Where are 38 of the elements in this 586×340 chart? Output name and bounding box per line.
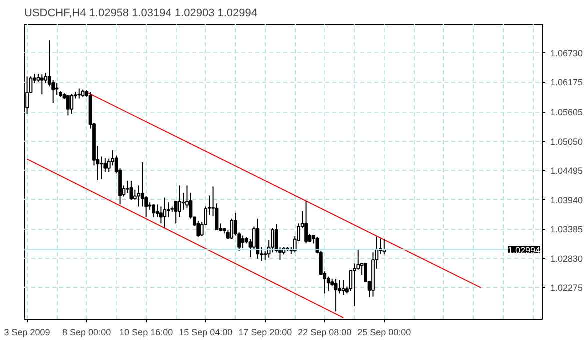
candlestick: [163, 197, 167, 229]
candlestick: [160, 206, 163, 224]
y-tick-label: 1.04495: [550, 166, 584, 176]
y-tick-label: 1.05050: [550, 136, 584, 147]
y-tick-label: 1.05605: [550, 108, 584, 118]
x-tick-label: 17 Sep 20:00: [238, 328, 292, 338]
x-tick-label: 22 Sep 08:00: [298, 328, 352, 338]
candlestick: [196, 220, 200, 238]
candlestick: [304, 201, 308, 244]
candlestick: [137, 185, 141, 208]
candlestick: [174, 201, 178, 224]
ref-line-label: 1.02994: [508, 245, 541, 256]
x-tick-label: 3 Sep 2009: [4, 328, 50, 338]
candlestick: [334, 278, 338, 312]
x-tick-label: 10 Sep 16:00: [120, 328, 174, 338]
y-tick-label: 1.06730: [550, 48, 584, 58]
candlestick: [66, 94, 70, 116]
candlestick: [182, 192, 186, 210]
x-tick-label: 8 Sep 00:00: [62, 328, 112, 338]
y-tick-label: 1.02275: [550, 283, 584, 294]
candlestick: [166, 202, 170, 218]
candlestick: [70, 94, 74, 115]
y-tick-label: 1.02830: [550, 254, 584, 264]
x-tick-label: 25 Sep 00:00: [358, 328, 412, 338]
candlestick: [152, 204, 156, 218]
candlestick: [55, 83, 59, 96]
candlestick: [178, 185, 182, 218]
candlestick: [130, 180, 134, 200]
y-tick-label: 1.03385: [550, 224, 584, 235]
x-tick-label: 15 Sep 04:00: [179, 328, 233, 338]
candlestick: [241, 235, 245, 249]
candlestick: [342, 279, 346, 296]
y-tick-label: 1.03940: [550, 195, 584, 206]
candlestick: [100, 156, 104, 180]
candlestick: [78, 88, 82, 100]
chart-title: USDCHF,H4 1.02958 1.03194 1.02903 1.02994: [24, 8, 258, 20]
y-tick-label: 1.06175: [550, 78, 584, 88]
candlestick: [40, 74, 44, 96]
